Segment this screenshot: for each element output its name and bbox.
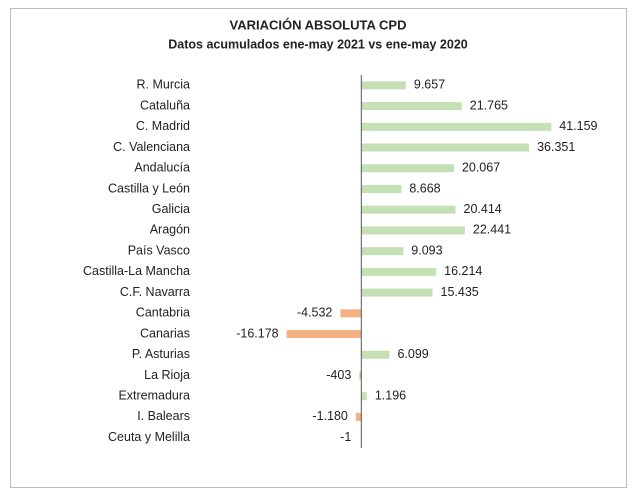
category-label: Castilla y León (108, 181, 190, 195)
data-label: 36.351 (537, 140, 575, 154)
data-label: 8.668 (409, 181, 440, 195)
category-label: Cantabria (136, 306, 190, 320)
bar (361, 102, 461, 110)
bar (361, 289, 432, 297)
data-label: 21.765 (470, 98, 508, 112)
data-label: -403 (326, 368, 351, 382)
category-label: C.F. Navarra (120, 285, 190, 299)
bar (361, 247, 403, 255)
bar (356, 413, 361, 421)
data-label: 9.093 (411, 243, 442, 257)
category-label: C. Valenciana (113, 140, 190, 154)
data-label: -1.180 (312, 409, 347, 423)
category-label: Galicia (152, 202, 190, 216)
category-label: Ceuta y Melilla (108, 430, 190, 444)
bar (287, 330, 362, 338)
category-label: Andalucía (134, 161, 190, 175)
bar (361, 164, 454, 172)
data-label: 1.196 (375, 388, 406, 402)
category-label: R. Murcia (137, 78, 191, 92)
category-label: Cataluña (140, 98, 190, 112)
category-label: I. Balears (137, 409, 190, 423)
bar (361, 206, 455, 214)
data-label: 22.441 (473, 223, 511, 237)
data-label: 9.657 (414, 78, 445, 92)
category-label: Castilla-La Mancha (83, 264, 190, 278)
category-label: Canarias (140, 326, 190, 340)
category-label: País Vasco (128, 243, 190, 257)
data-label: 15.435 (441, 285, 479, 299)
bar (361, 351, 389, 359)
bar (340, 309, 361, 317)
data-label: -16.178 (236, 326, 278, 340)
bar (361, 185, 401, 193)
data-label: 6.099 (397, 347, 428, 361)
bar (361, 392, 367, 400)
data-label: 20.067 (462, 161, 500, 175)
bar (361, 81, 406, 89)
bar (361, 268, 436, 276)
data-label: -1 (340, 430, 351, 444)
category-label: Aragón (150, 223, 190, 237)
chart-title: VARIACIÓN ABSOLUTA CPD (230, 17, 407, 32)
category-label: C. Madrid (136, 119, 190, 133)
chart-subtitle: Datos acumulados ene-may 2021 vs ene-may… (168, 37, 468, 51)
data-label: -4.532 (297, 306, 332, 320)
category-label: P. Asturias (132, 347, 190, 361)
category-label: Extremadura (118, 388, 190, 402)
bar (361, 226, 465, 234)
bar (361, 144, 529, 152)
bar (361, 123, 551, 131)
data-label: 16.214 (444, 264, 482, 278)
data-label: 20.414 (464, 202, 502, 216)
category-label: La Rioja (144, 368, 190, 382)
data-label: 41.159 (559, 119, 597, 133)
